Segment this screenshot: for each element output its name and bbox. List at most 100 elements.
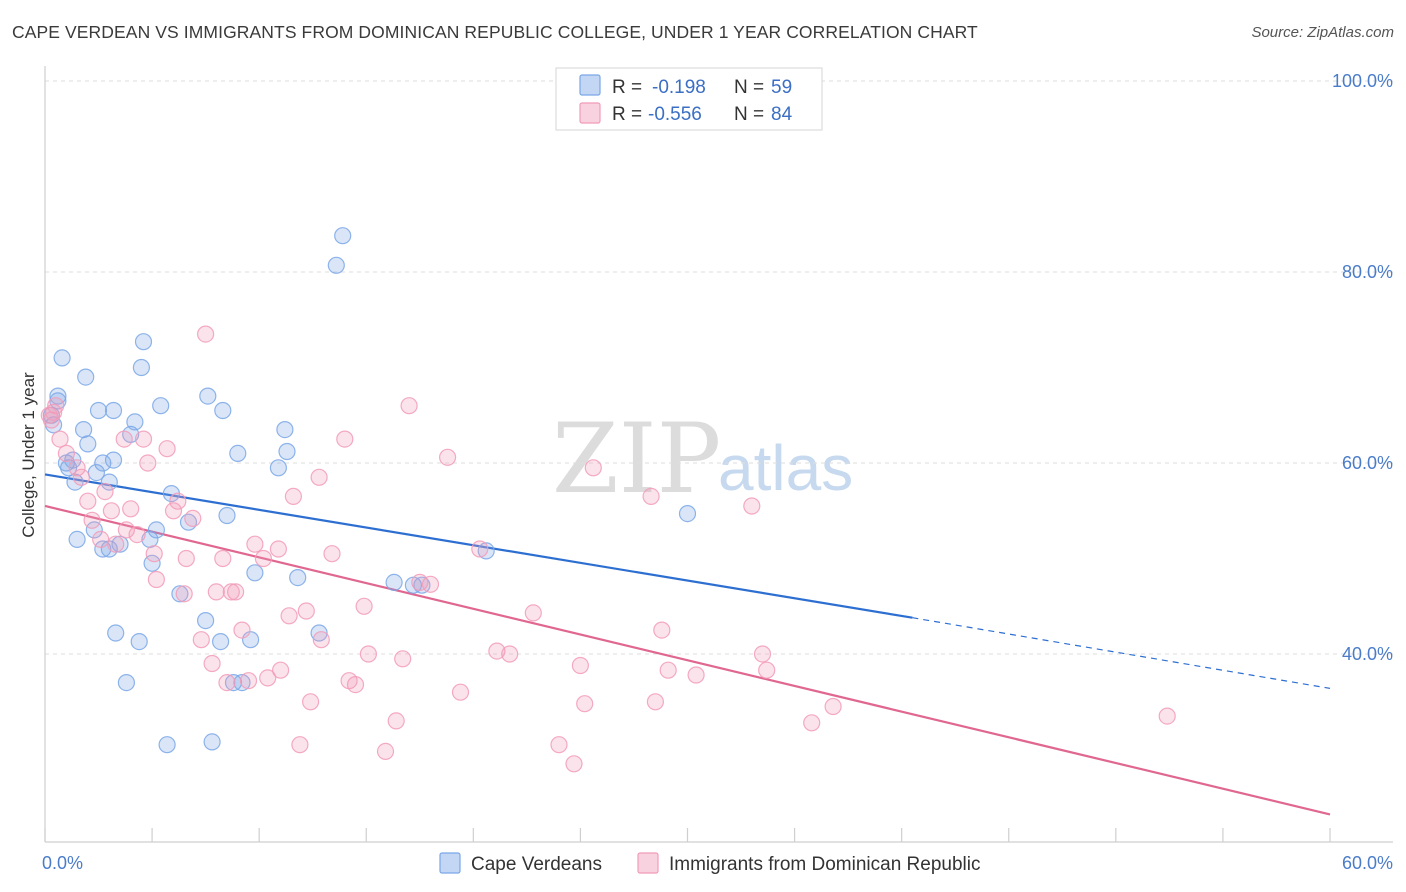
dominican-immigrant-point: [488, 642, 506, 660]
dominican-immigrant-point: [134, 430, 153, 448]
dominican-immigrant-point: [284, 487, 302, 505]
cape-verdean-point: [269, 459, 287, 477]
dominican-immigrant-point: [222, 583, 240, 601]
dominican-immigrant-point: [92, 530, 110, 549]
dominican-immigrant-point: [207, 583, 225, 601]
dominican-immigrant-point: [259, 669, 277, 687]
cape-verdean-point: [276, 421, 294, 439]
x-tick-label: 0.0%: [42, 853, 83, 873]
cape-verdean-point: [107, 624, 125, 642]
cape-verdean-point: [327, 256, 345, 274]
dominican-immigrant-point: [753, 645, 772, 663]
cape-verdean-point: [68, 530, 86, 549]
cape-verdean-point: [134, 333, 153, 351]
dominican-immigrant-point: [175, 585, 193, 603]
dominican-immigrant-point: [269, 540, 287, 558]
dominican-immigrant-point: [280, 607, 298, 625]
dominican-immigrant-point: [145, 545, 163, 563]
cape-verdean-point: [233, 673, 251, 692]
dominican-immigrant-point: [192, 631, 210, 649]
dominican-immigrant-point: [297, 602, 315, 620]
dominican-immigrant-point: [79, 492, 97, 510]
cape-verdean-point: [100, 473, 118, 491]
cape-verdean-point: [197, 611, 215, 630]
dominican-immigrant-point: [254, 549, 272, 568]
legend-n-value: 84: [771, 104, 793, 125]
chart-source: Source: ZipAtlas.com: [1251, 24, 1394, 41]
dominican-immigrant-point: [44, 403, 63, 421]
dominican-immigrant-point: [57, 444, 76, 462]
y-tick-label: 40.0%: [1342, 644, 1393, 664]
legend-n-label: N =: [734, 104, 764, 125]
dominican-immigrant-point: [576, 695, 594, 713]
cape-verdean-point: [242, 631, 260, 649]
dominican-immigrant-point: [128, 525, 146, 544]
correlation-legend: R = -0.198 N = 59 R = -0.556 N = 84: [555, 67, 823, 131]
dominican-immigrant-point: [169, 492, 187, 510]
cape-verdean-point: [678, 504, 697, 523]
dominican-immigrant-point: [197, 325, 215, 343]
cape-verdean-point: [158, 736, 176, 754]
dominican-immigrant-point: [584, 459, 602, 477]
dominican-immigrant-point: [115, 430, 133, 448]
cape-verdean-point: [104, 451, 123, 469]
dominican-immigrant-point: [571, 656, 590, 675]
y-tick-label: 60.0%: [1342, 453, 1393, 473]
cape-verdean-point: [152, 397, 170, 415]
dominican-immigrant-point: [550, 736, 568, 754]
cape-verdean-point: [130, 632, 148, 651]
cape-verdean-point: [229, 444, 247, 462]
dominican-immigrant-point: [72, 468, 91, 486]
cape-verdean-trend-extension: [912, 617, 1331, 689]
cape-verdean-point: [53, 349, 71, 367]
legend-swatch-pink: [579, 102, 601, 124]
cape-verdean-point: [334, 227, 352, 245]
legend-n-label: N =: [734, 77, 764, 98]
gridlines: [45, 80, 1393, 655]
cape-verdean-point: [147, 521, 165, 539]
series-legend-label: Cape Verdeans: [471, 854, 602, 875]
series-legend-label: Immigrants from Dominican Republic: [669, 854, 981, 875]
series-legend-swatch-pink: [637, 852, 659, 874]
cape-verdean-point: [111, 535, 129, 553]
legend-r-value: -0.198: [652, 77, 706, 98]
cape-verdean-point: [199, 387, 217, 405]
cape-verdean-point: [246, 564, 264, 582]
cape-verdean-point: [171, 585, 189, 603]
y-tick-label: 100.0%: [1332, 71, 1393, 91]
cape-verdean-point: [89, 401, 108, 420]
dominican-immigrant-point: [184, 509, 202, 528]
dominican-immigrant-point: [646, 693, 665, 711]
watermark-atlas: atlas: [718, 432, 853, 504]
dominican-immigrant-point: [96, 483, 114, 501]
dominican-immigrant-point: [117, 521, 136, 539]
dominican-immigrant-point: [68, 459, 86, 477]
dominican-immigrant-point: [803, 714, 821, 732]
dominican-immigrant-point: [218, 673, 236, 692]
dominican-immigrant-point: [642, 487, 660, 505]
dominican-immigrant-point: [239, 672, 258, 690]
data-points: [40, 227, 1176, 773]
dominican-immigrant-trend-line: [44, 504, 1331, 816]
legend-r-label: R =: [612, 77, 642, 98]
dominican-immigrant-point: [653, 621, 671, 639]
cape-verdean-point: [214, 401, 232, 420]
cape-verdean-point: [413, 576, 431, 594]
dominican-immigrant-point: [659, 661, 677, 679]
dominican-immigrant-point: [302, 693, 320, 711]
axes: 40.0% 60.0% 80.0% 100.0% 0.0% 60.0%: [42, 66, 1393, 873]
dominican-immigrant-point: [359, 645, 377, 663]
dominican-immigrant-point: [83, 511, 101, 529]
dominican-immigrant-point: [272, 661, 290, 679]
trend-lines: [44, 473, 1331, 816]
dominican-immigrant-point: [203, 654, 221, 673]
cape-verdean-point: [212, 632, 230, 651]
cape-verdean-point: [117, 673, 136, 692]
series-legend: Cape Verdeans Immigrants from Dominican …: [439, 852, 981, 875]
cape-verdean-point: [104, 401, 123, 420]
cape-verdean-point: [126, 413, 144, 431]
cape-verdean-point: [310, 624, 328, 642]
dominican-immigrant-point: [387, 712, 405, 730]
cape-verdean-point: [278, 442, 296, 461]
dominican-immigrant-point: [471, 540, 489, 558]
